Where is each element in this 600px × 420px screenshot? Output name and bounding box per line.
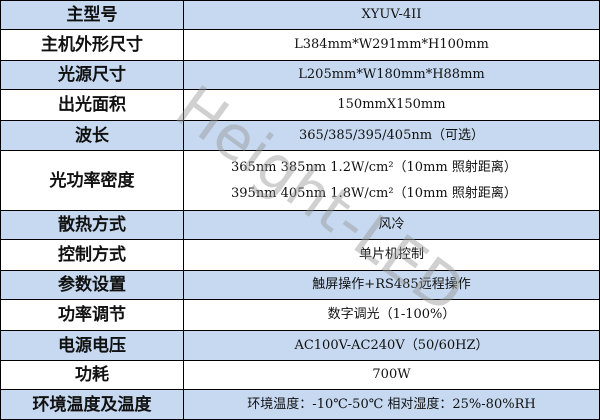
table-row: 功率调节 数字调光（1-100%）	[0, 299, 600, 331]
row-label: 主机外形尺寸	[0, 29, 184, 61]
row-value: 150mmX150mm	[183, 89, 600, 121]
row-value: 365/385/395/405nm（可选）	[183, 120, 600, 151]
row-value: 365nm 385nm 1.2W/cm²（10mm 照射距离） 395nm 405…	[183, 150, 600, 211]
table-row: 波长 365/385/395/405nm（可选）	[0, 120, 600, 151]
row-value: XYUV-4II	[183, 0, 600, 30]
row-label: 功耗	[0, 360, 184, 390]
table-row: 控制方式 单片机控制	[0, 239, 600, 271]
row-label: 环境温度及温度	[0, 389, 184, 420]
row-value: 700W	[183, 360, 600, 390]
row-value: 风冷	[183, 210, 600, 240]
table-row: 主型号 XYUV-4II	[0, 0, 600, 30]
table-row: 电源电压 AC100V-AC240V（50/60HZ）	[0, 330, 600, 361]
row-value: L205mm*W180mm*H88mm	[183, 60, 600, 90]
row-value: 触屏操作+RS485远程操作	[183, 270, 600, 300]
row-label: 波长	[0, 120, 184, 151]
table-row: 光源尺寸 L205mm*W180mm*H88mm	[0, 60, 600, 90]
row-label: 功率调节	[0, 299, 184, 331]
value-line: 365nm 385nm 1.2W/cm²（10mm 照射距离）	[231, 159, 517, 175]
value-line: 395nm 405nm 1.8W/cm²（10mm 照射距离）	[231, 185, 517, 201]
row-label: 控制方式	[0, 239, 184, 271]
row-value: AC100V-AC240V（50/60HZ）	[183, 330, 600, 361]
row-value: 单片机控制	[183, 239, 600, 271]
table-row: 出光面积 150mmX150mm	[0, 89, 600, 121]
table-row: 环境温度及温度 环境温度：-10℃-50℃ 相对湿度：25%-80%RH	[0, 389, 600, 420]
row-value: 环境温度：-10℃-50℃ 相对湿度：25%-80%RH	[183, 389, 600, 420]
table-row: 光功率密度 365nm 385nm 1.2W/cm²（10mm 照射距离） 395n…	[0, 150, 600, 211]
table-row: 散热方式 风冷	[0, 210, 600, 240]
row-label: 光源尺寸	[0, 60, 184, 90]
row-label: 主型号	[0, 0, 184, 30]
row-label: 电源电压	[0, 330, 184, 361]
row-label: 光功率密度	[0, 150, 184, 211]
table-row: 功耗 700W	[0, 360, 600, 390]
row-label: 参数设置	[0, 270, 184, 300]
table-row: 主机外形尺寸 L384mm*W291mm*H100mm	[0, 29, 600, 61]
row-value: 数字调光（1-100%）	[183, 299, 600, 331]
row-label: 散热方式	[0, 210, 184, 240]
row-value: L384mm*W291mm*H100mm	[183, 29, 600, 61]
row-label: 出光面积	[0, 89, 184, 121]
table-row: 参数设置 触屏操作+RS485远程操作	[0, 270, 600, 300]
